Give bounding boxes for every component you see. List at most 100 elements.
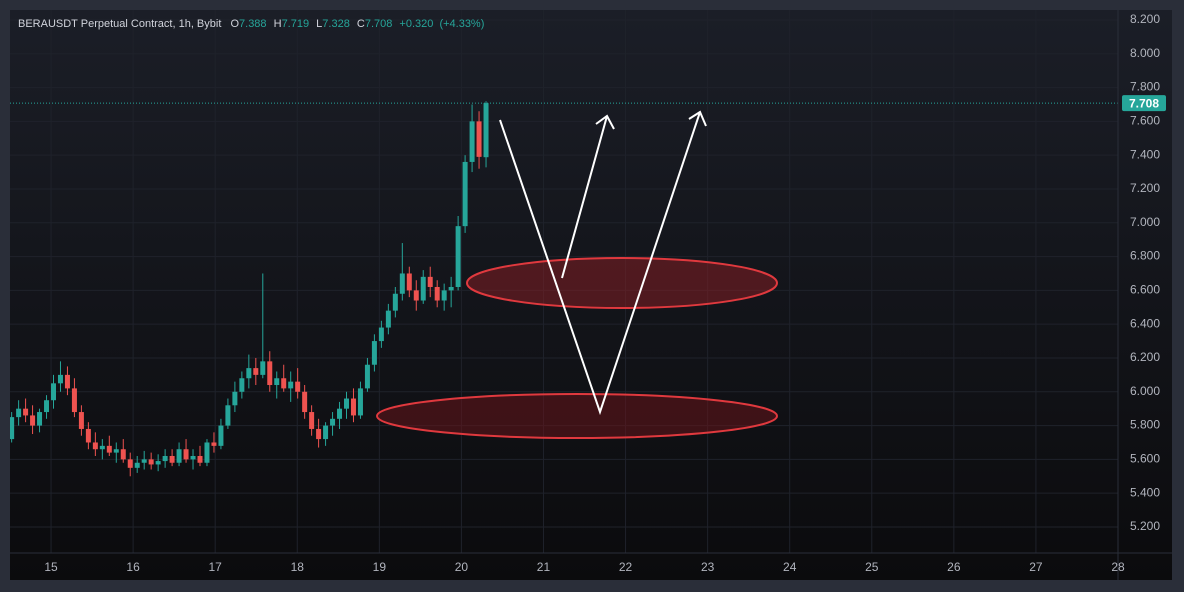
candle-body	[392, 293, 398, 311]
candle-body	[371, 341, 377, 365]
x-tick-label: 17	[209, 560, 223, 574]
y-tick-label: 6.000	[1130, 384, 1160, 398]
candle-body	[50, 383, 56, 401]
candle-body	[141, 459, 147, 463]
candle-body	[385, 310, 391, 328]
candle-body	[316, 428, 322, 440]
candle-body	[134, 462, 140, 468]
candle-body	[295, 381, 301, 392]
candle-body	[113, 449, 119, 453]
candle-body	[455, 226, 461, 287]
x-tick-label: 18	[291, 560, 305, 574]
y-tick-label: 5.800	[1130, 418, 1160, 432]
y-tick-label: 7.000	[1130, 215, 1160, 229]
candle-body	[260, 361, 266, 375]
candle-body	[16, 408, 22, 418]
x-tick-label: 19	[373, 560, 387, 574]
zone-ellipse	[376, 393, 778, 439]
candle-body	[218, 425, 224, 446]
candle-body	[434, 286, 440, 301]
candle-body	[239, 378, 245, 392]
candle-body	[127, 459, 133, 468]
candle-body	[378, 327, 384, 342]
candle-body	[281, 378, 287, 389]
drawings	[376, 110, 778, 439]
candle-body	[23, 408, 29, 416]
candle-body	[10, 417, 15, 440]
x-tick-label: 16	[126, 560, 140, 574]
y-tick-label: 7.200	[1130, 181, 1160, 195]
path-arrow	[499, 111, 701, 416]
ohlc-value: 7.719	[282, 18, 310, 30]
candle-body	[309, 412, 315, 429]
candle-body	[225, 405, 231, 426]
arrow-head	[595, 114, 615, 130]
candle-body	[78, 412, 84, 429]
x-tick-label: 15	[44, 560, 58, 574]
x-tick-label: 26	[947, 560, 961, 574]
candle-body	[344, 398, 350, 409]
y-tick-label: 6.800	[1130, 249, 1160, 263]
y-tick-label: 6.400	[1130, 316, 1160, 330]
candle-body	[288, 381, 294, 389]
symbol-title: BERAUSDT Perpetual Contract, 1h, Bybit	[18, 18, 221, 30]
axes: 5.200 5.400 5.600 5.800 6.000 6.200 6.400 6.600…	[44, 12, 1160, 574]
y-tick-label: 5.600	[1130, 452, 1160, 466]
candle-body	[92, 442, 98, 450]
x-tick-label: 20	[455, 560, 469, 574]
y-tick-label: 8.200	[1130, 12, 1160, 26]
y-tick-label: 5.200	[1130, 519, 1160, 533]
candle-body	[364, 364, 370, 389]
candle-body	[85, 428, 91, 443]
candle-body	[253, 368, 259, 375]
candle-body	[57, 374, 63, 384]
candle-body	[274, 378, 280, 386]
zone-ellipse	[466, 257, 778, 309]
candle-body	[267, 361, 273, 386]
candle-body	[169, 455, 175, 463]
x-tick-label: 22	[619, 560, 633, 574]
candle-body	[232, 391, 238, 406]
candle-body	[197, 455, 203, 463]
last-price-label: 7.708	[1129, 96, 1159, 110]
ohlc-value: 7.328	[322, 18, 350, 30]
chart-header: BERAUSDT Perpetual Contract, 1h, Bybit O…	[18, 18, 484, 30]
y-tick-label: 6.600	[1130, 283, 1160, 297]
candle-body	[476, 121, 482, 157]
candle-body	[323, 425, 329, 440]
candle-body	[99, 445, 105, 450]
candle-body	[120, 449, 126, 460]
last-price-tag	[1122, 95, 1166, 112]
candle-body	[399, 273, 405, 294]
candles	[10, 101, 1118, 477]
candle-body	[330, 418, 336, 426]
y-tick-label: 6.200	[1130, 350, 1160, 364]
candle-body	[190, 455, 196, 460]
candle-body	[71, 388, 77, 413]
candle-body	[37, 412, 43, 426]
candle-body	[30, 415, 36, 426]
candle-body	[211, 442, 217, 446]
candle-body	[420, 276, 426, 301]
candle-body	[183, 449, 189, 460]
arrow-head	[688, 110, 707, 127]
candle-body	[462, 161, 468, 227]
candle-body	[441, 290, 447, 301]
candle-body	[413, 290, 419, 301]
candle-body	[448, 286, 454, 291]
x-tick-label: 21	[537, 560, 551, 574]
candle-body	[106, 445, 112, 453]
change-value: +0.320	[399, 18, 433, 30]
candle-body	[469, 121, 475, 162]
candle-body	[246, 368, 252, 379]
ohlc-value: 7.388	[239, 18, 267, 30]
candle-body	[406, 273, 412, 291]
candle-body	[483, 103, 489, 158]
candle-body	[357, 388, 363, 416]
x-tick-label: 27	[1029, 560, 1043, 574]
candle-body	[302, 391, 308, 413]
candle-body	[148, 459, 154, 465]
ohlc-label: C	[357, 18, 365, 30]
